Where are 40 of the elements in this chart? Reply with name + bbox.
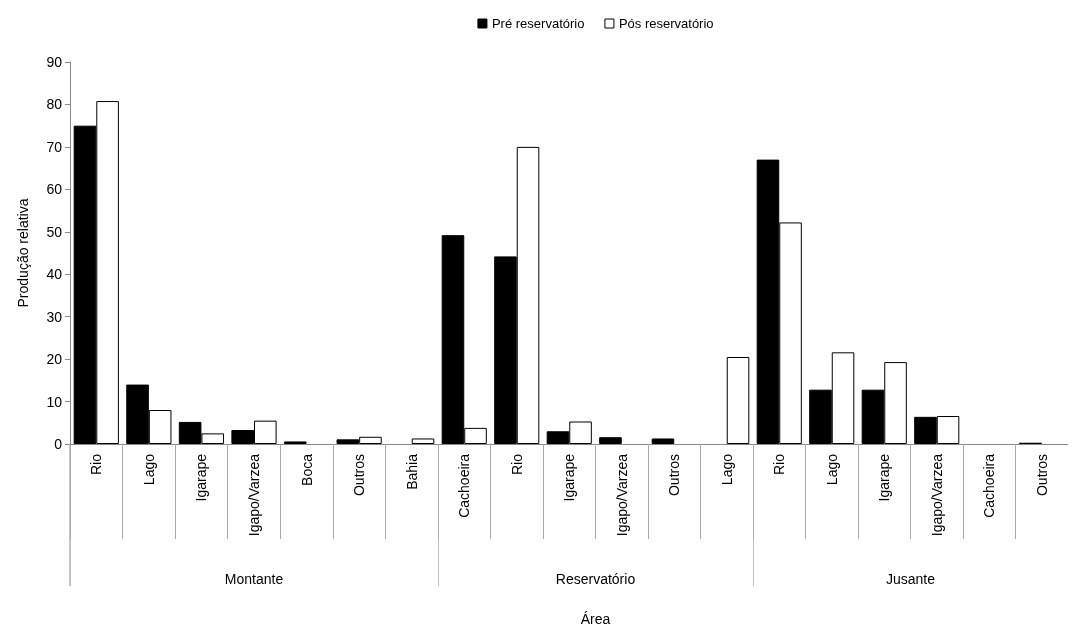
- y-tick-label: 30: [46, 308, 63, 325]
- x-axis-title: Reservatório: [555, 571, 636, 587]
- x-tick-label: Rio: [771, 453, 788, 476]
- x-axis-title: Montante: [224, 571, 284, 587]
- x-tick-label: Igapo/Varzea: [246, 453, 262, 537]
- x-tick-label: Boca: [298, 453, 315, 486]
- bar: [651, 438, 674, 444]
- x-tick-label: Lago: [823, 453, 840, 486]
- bar: [411, 438, 435, 444]
- x-tick-label: Bahia: [403, 453, 420, 490]
- y-tick-label: 40: [46, 266, 63, 283]
- x-tick-label: Cachoeira: [981, 453, 998, 518]
- y-tick-label: 60: [46, 181, 63, 198]
- x-axis-title: Jusante: [885, 571, 936, 587]
- bar: [598, 437, 622, 444]
- y-tick-label: 20: [46, 351, 63, 368]
- x-tick-label: Igapo/Varzea: [613, 453, 630, 537]
- y-tick-label: 90: [46, 54, 63, 70]
- x-tick-label: Rio: [508, 453, 525, 476]
- x-tick-label: Igarape: [193, 453, 210, 502]
- x-tick-label: Igarape: [560, 453, 577, 502]
- x-tick-label: Lago: [140, 453, 157, 486]
- x-tick-label: Outros: [351, 454, 368, 497]
- x-tick-label: Igarape: [876, 453, 893, 502]
- text: Área: [580, 611, 611, 627]
- x-tick-label: Outros: [665, 454, 682, 497]
- y-tick-label: 50: [46, 223, 63, 240]
- y-tick-label: 0: [54, 436, 63, 452]
- y-tick-label: 80: [46, 96, 63, 113]
- y-axis-title: Produção relativa: [15, 198, 31, 308]
- x-tick-label: Outros: [1033, 454, 1050, 497]
- x-tick-label: Rio: [88, 453, 105, 476]
- x-tick-label: Igapo/Varzea: [928, 453, 945, 537]
- bar: [726, 356, 749, 444]
- x-tick-label: Cachoeira: [455, 453, 472, 518]
- y-tick-label: 70: [46, 138, 63, 155]
- legend-label: Pós reservatório: [618, 16, 714, 31]
- legend-label: Pré reservatório: [491, 16, 585, 31]
- y-tick-label: 10: [46, 393, 63, 410]
- x-tick-label: Lago: [718, 453, 735, 486]
